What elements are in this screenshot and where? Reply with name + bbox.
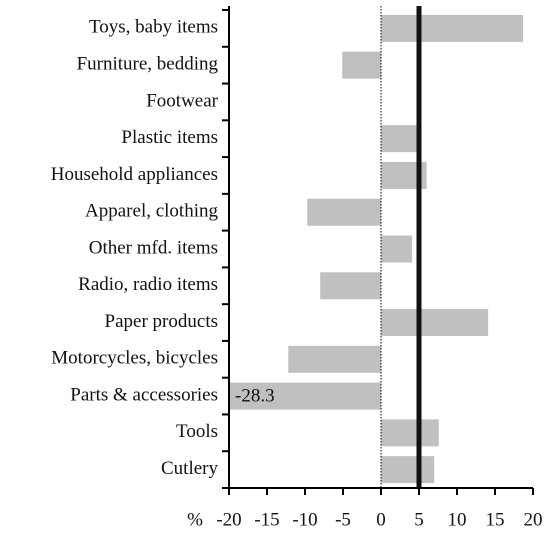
y-tick-label: Parts & accessories — [70, 384, 218, 405]
x-tick-label: 5 — [414, 509, 424, 530]
y-tick-label: Radio, radio items — [78, 274, 218, 295]
x-tick-label: 15 — [486, 509, 505, 530]
bar — [320, 272, 381, 300]
y-tick-label: Tools — [176, 421, 218, 442]
y-tick-label: Footwear — [146, 90, 218, 111]
y-tick-label: Paper products — [105, 311, 218, 332]
bar — [381, 14, 524, 42]
x-tick-label: -10 — [292, 509, 317, 530]
bar — [342, 51, 381, 79]
bar — [229, 382, 381, 410]
bar — [381, 125, 419, 153]
y-tick-label: Furniture, bedding — [77, 54, 219, 75]
x-tick-label: 10 — [448, 509, 467, 530]
y-tick-label: Apparel, clothing — [85, 201, 218, 222]
y-tick-label: Cutlery — [161, 458, 218, 479]
y-tick-label: Household appliances — [51, 164, 218, 185]
x-tick-label: 0 — [376, 509, 386, 530]
y-tick-label: Plastic items — [121, 127, 218, 148]
y-tick-label: Toys, baby items — [89, 17, 218, 38]
y-tick-label: Motorcycles, bicycles — [51, 348, 218, 369]
x-tick-label: -5 — [335, 509, 351, 530]
bar — [381, 235, 413, 263]
bar — [307, 198, 381, 226]
x-tick-label: -20 — [216, 509, 241, 530]
data-label: -28.3 — [235, 385, 275, 406]
x-axis-label: % — [187, 509, 203, 530]
plot-area — [229, 14, 524, 484]
bar — [381, 309, 489, 337]
x-tick-label: 20 — [524, 509, 543, 530]
x-tick-label: -15 — [254, 509, 279, 530]
y-tick-label: Other mfd. items — [89, 237, 218, 258]
bar — [381, 456, 435, 484]
bar — [381, 419, 439, 447]
bar — [288, 345, 381, 373]
